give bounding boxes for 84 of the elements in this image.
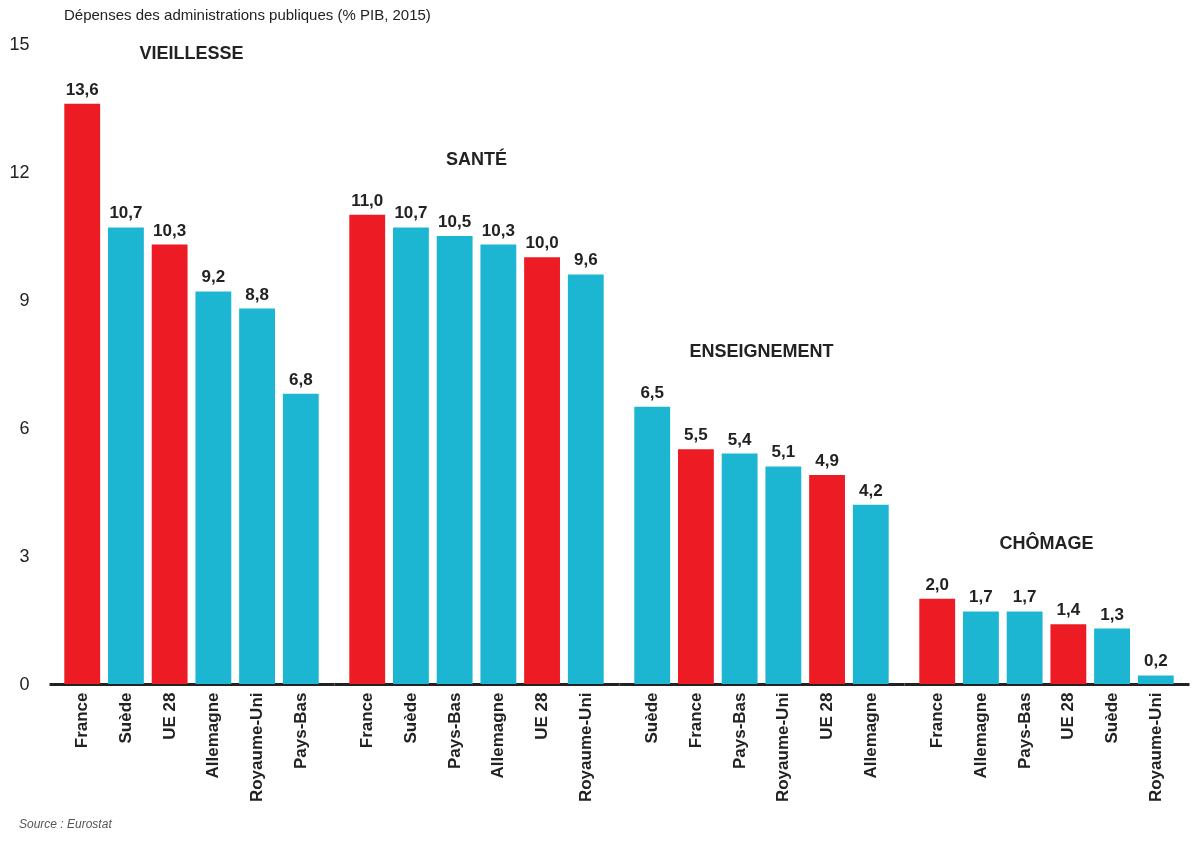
bar	[765, 466, 802, 684]
bar	[151, 244, 188, 684]
text: CHÔMAGE	[999, 531, 1094, 553]
data-label: 9,6	[573, 250, 598, 270]
x-tick-label: Royaume-Uni	[247, 692, 267, 803]
bar	[1137, 675, 1174, 684]
y-tick-label: 6	[19, 417, 30, 438]
bar	[809, 474, 845, 684]
data-label: 6,5	[640, 382, 665, 402]
data-label: 4,9	[815, 450, 839, 470]
x-tick-label: Allemagne	[488, 692, 508, 779]
x-tick-label: UE 28	[532, 692, 552, 740]
x-tick-label: Allemagne	[860, 692, 880, 779]
bar	[436, 236, 473, 684]
bar	[195, 291, 232, 684]
x-tick-label: France	[685, 692, 705, 749]
data-label: 10,7	[109, 203, 143, 223]
bar	[721, 453, 758, 684]
bar	[919, 598, 956, 684]
bar	[963, 611, 999, 684]
x-tick-label: Pays-Bas	[444, 692, 464, 770]
bar	[1050, 624, 1087, 684]
text: ENSEIGNEMENT	[689, 340, 834, 361]
x-tick-label: France	[357, 692, 377, 749]
bar	[282, 393, 319, 684]
x-tick-label: Pays-Bas	[290, 692, 310, 770]
bar	[1006, 611, 1043, 684]
bar	[480, 244, 517, 684]
data-label: 2,0	[925, 574, 950, 594]
x-tick-label: Royaume-Uni	[773, 692, 793, 803]
x-tick-label: UE 28	[159, 692, 179, 740]
text: SANTÉ	[445, 147, 508, 169]
x-tick-label: Pays-Bas	[729, 692, 749, 770]
data-label: 11,0	[351, 190, 384, 210]
x-tick-label: Suède	[642, 692, 662, 744]
bar	[1094, 628, 1130, 684]
data-label: 1,4	[1056, 600, 1081, 620]
bar	[108, 227, 144, 684]
x-tick-label: Royaume-Uni	[575, 692, 595, 803]
bar	[349, 214, 386, 684]
data-label: 10,0	[525, 233, 559, 253]
x-tick-label: Suède	[400, 692, 420, 744]
data-label: 1,3	[1100, 604, 1124, 624]
data-label: 4,2	[858, 480, 883, 500]
bar	[64, 103, 101, 684]
x-tick-label: Pays-Bas	[1014, 692, 1034, 770]
y-tick-label: 9	[19, 289, 30, 310]
bar	[567, 274, 604, 684]
x-tick-label: Allemagne	[203, 692, 223, 779]
x-tick-label: Royaume-Uni	[1145, 692, 1165, 803]
source-note: Source : Eurostat	[19, 817, 113, 831]
x-tick-label: Suède	[1102, 692, 1122, 744]
bar	[393, 227, 429, 684]
data-label: 10,7	[394, 203, 428, 223]
data-label: 8,8	[245, 284, 269, 304]
x-tick-label: Suède	[115, 692, 135, 744]
data-label: 10,3	[153, 220, 187, 240]
data-label: 0,2	[1143, 651, 1168, 671]
data-label: 9,2	[201, 267, 226, 287]
x-tick-label: France	[927, 692, 947, 749]
y-axis-title: Dépenses des administrations publiques (% PIB, 2015)	[63, 6, 431, 23]
bar	[524, 257, 560, 684]
x-tick-label: UE 28	[1058, 692, 1078, 740]
bar	[239, 308, 275, 684]
y-tick-label: 12	[9, 161, 30, 182]
data-label: 5,5	[684, 425, 708, 445]
y-tick-label: 0	[19, 673, 30, 694]
data-label: 5,4	[727, 429, 752, 449]
data-label: 1,7	[969, 587, 993, 607]
data-label: 10,3	[481, 220, 515, 240]
data-label: 6,8	[288, 369, 313, 389]
x-tick-label: Allemagne	[970, 692, 990, 779]
data-label: 13,6	[65, 79, 99, 99]
chart-title: VIEILLESSE	[139, 43, 244, 63]
y-tick-label: 15	[9, 33, 30, 54]
x-tick-label: UE 28	[817, 692, 837, 740]
x-tick-label: France	[72, 692, 92, 749]
y-tick-label: 3	[19, 545, 30, 566]
data-label: 10,5	[438, 212, 472, 231]
data-label: 5,1	[771, 442, 796, 462]
bar	[634, 406, 671, 684]
bar	[852, 504, 889, 684]
data-label: 1,7	[1012, 587, 1037, 607]
bar	[678, 449, 714, 684]
